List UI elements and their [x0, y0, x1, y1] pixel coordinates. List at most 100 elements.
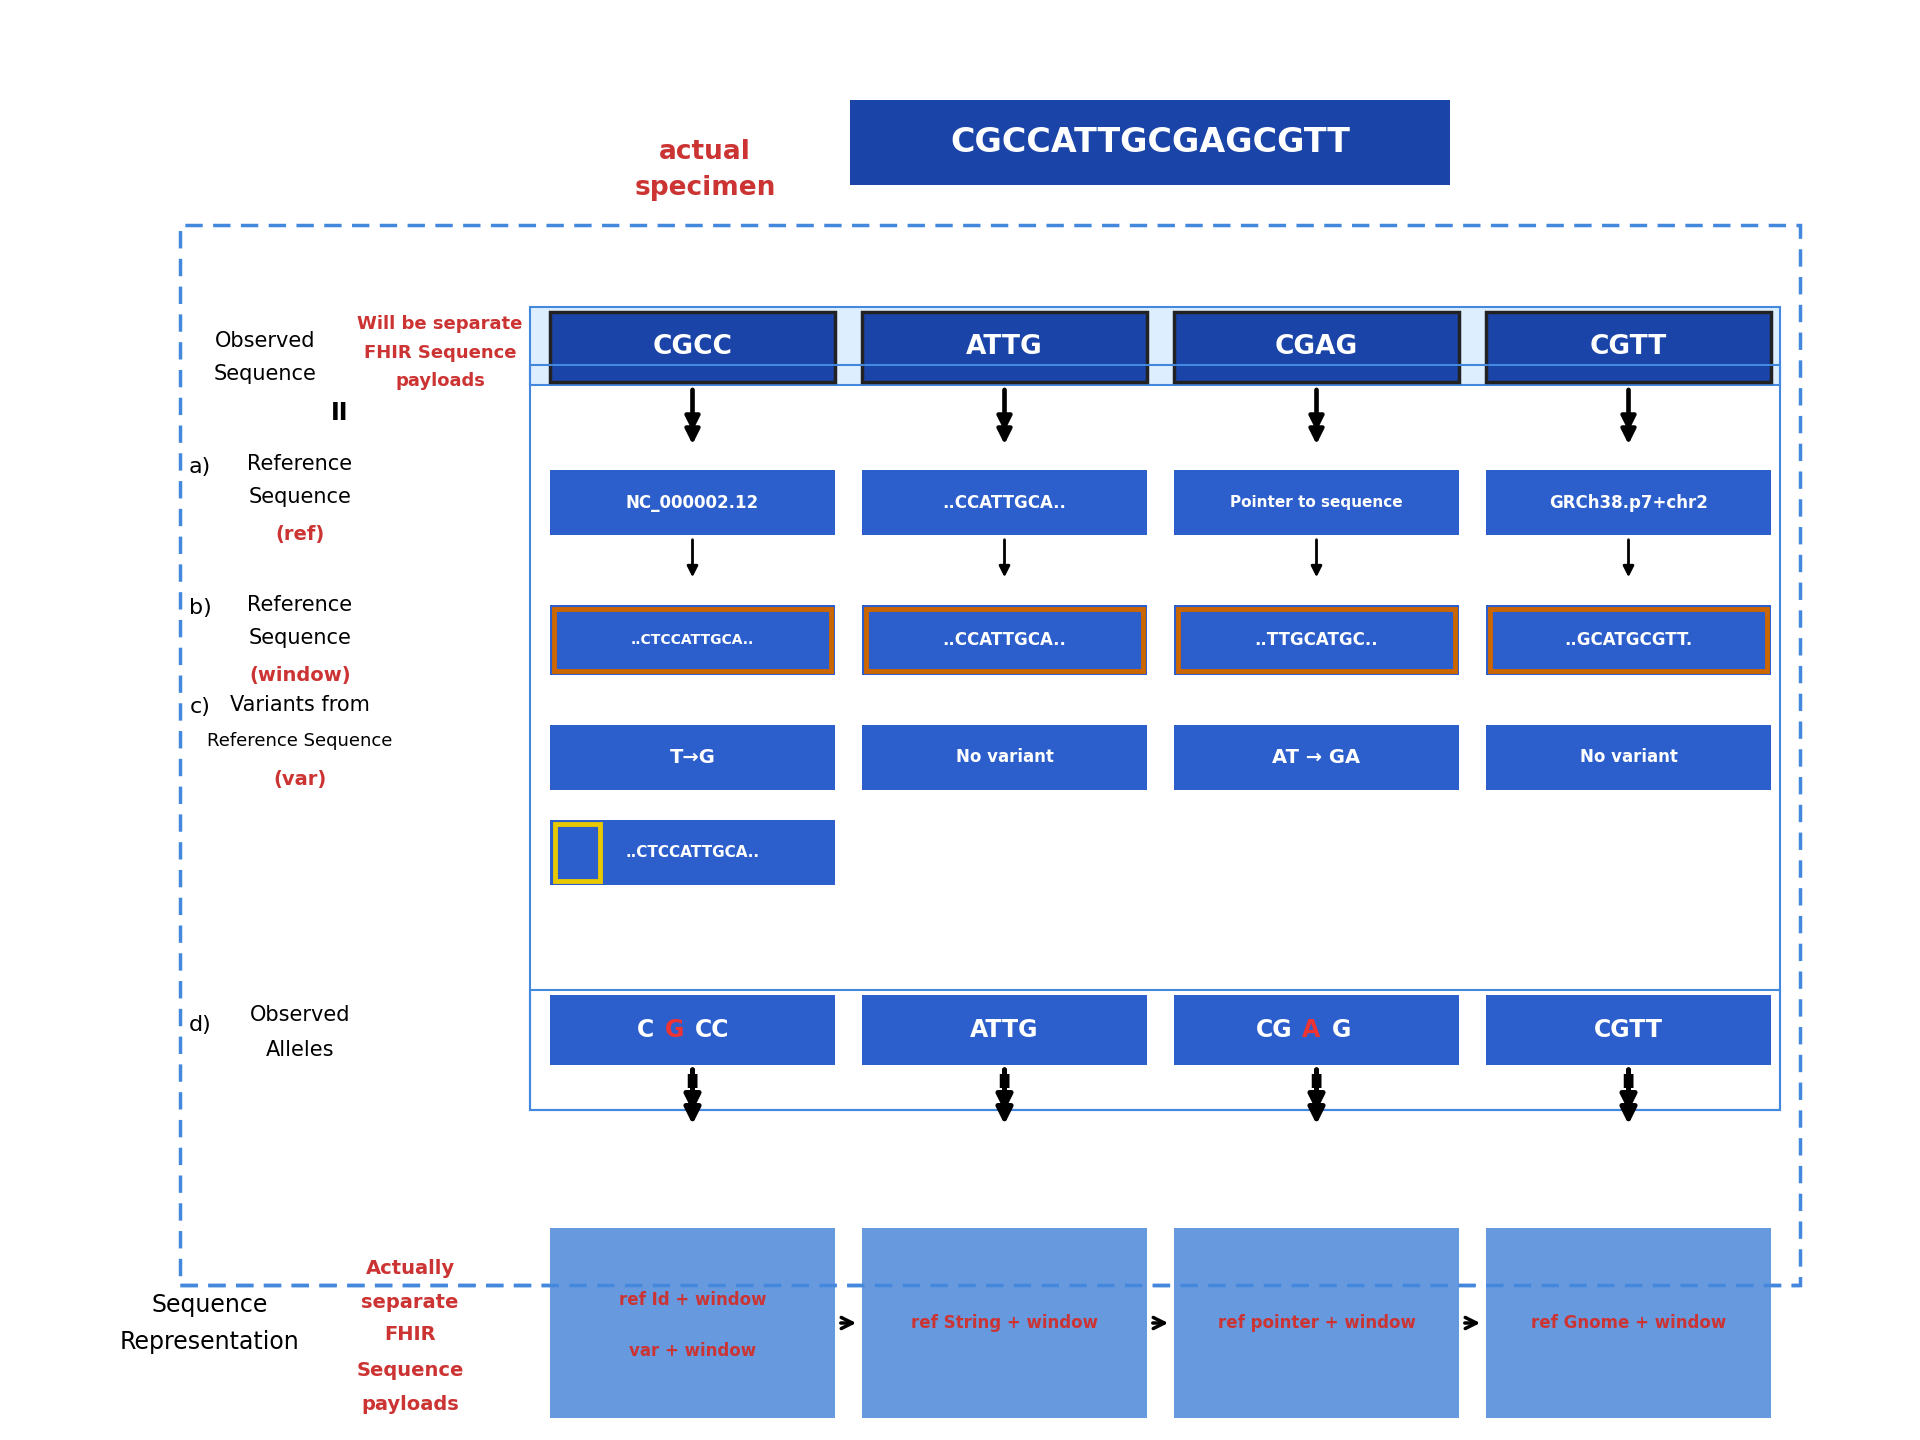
Bar [530, 307, 1780, 384]
Text: a): a) [188, 458, 211, 478]
Text: ..CCATTGCA..: ..CCATTGCA.. [943, 494, 1066, 511]
Text: Observed: Observed [215, 331, 315, 351]
FancyBboxPatch shape [1173, 605, 1459, 675]
Text: payloads: payloads [396, 372, 486, 390]
FancyBboxPatch shape [549, 995, 835, 1066]
Text: II: II [332, 400, 349, 425]
Text: Pointer to sequence: Pointer to sequence [1231, 495, 1404, 510]
FancyBboxPatch shape [1486, 605, 1770, 675]
Text: (window): (window) [250, 665, 351, 684]
Bar [530, 991, 1780, 1110]
Text: CC: CC [695, 1018, 730, 1043]
FancyBboxPatch shape [1486, 1228, 1770, 1418]
Text: II: II [1309, 1073, 1323, 1092]
FancyBboxPatch shape [549, 819, 835, 886]
Text: specimen: specimen [634, 176, 776, 202]
Text: C: C [637, 1018, 655, 1043]
Text: actual: actual [659, 140, 751, 166]
Text: ..CCATTGCA..: ..CCATTGCA.. [943, 631, 1066, 649]
FancyBboxPatch shape [549, 469, 835, 536]
FancyBboxPatch shape [1486, 469, 1770, 536]
Text: G: G [1332, 1018, 1352, 1043]
FancyBboxPatch shape [549, 605, 835, 675]
Text: II: II [685, 1073, 699, 1092]
FancyBboxPatch shape [862, 312, 1146, 382]
Text: CGAG: CGAG [1275, 334, 1357, 360]
Bar [1490, 609, 1766, 671]
Text: Will be separate: Will be separate [357, 315, 522, 333]
Text: ..TTGCATGC..: ..TTGCATGC.. [1254, 631, 1379, 649]
FancyBboxPatch shape [549, 724, 835, 791]
FancyBboxPatch shape [549, 1228, 835, 1418]
Text: d): d) [188, 1015, 211, 1035]
Text: Reference: Reference [248, 455, 353, 475]
Text: NC_000002.12: NC_000002.12 [626, 494, 758, 511]
Text: Sequence: Sequence [213, 364, 317, 384]
Text: Sequence: Sequence [248, 628, 351, 648]
Text: ref Gnome + window: ref Gnome + window [1530, 1313, 1726, 1332]
Text: Observed: Observed [250, 1005, 349, 1025]
Text: II: II [996, 1073, 1012, 1092]
FancyBboxPatch shape [1173, 312, 1459, 382]
Text: Sequence: Sequence [152, 1293, 269, 1318]
Text: A: A [1302, 1018, 1321, 1043]
Text: No variant: No variant [956, 749, 1054, 766]
FancyBboxPatch shape [1173, 995, 1459, 1066]
Text: Variants from: Variants from [230, 696, 371, 716]
Text: AT → GA: AT → GA [1273, 747, 1361, 768]
FancyBboxPatch shape [862, 605, 1146, 675]
Text: ATTG: ATTG [970, 1018, 1039, 1043]
FancyBboxPatch shape [1486, 312, 1770, 382]
Text: Actually: Actually [365, 1259, 455, 1277]
Bar [180, 225, 1801, 1284]
Text: CGTT: CGTT [1590, 334, 1667, 360]
FancyBboxPatch shape [862, 469, 1146, 536]
FancyBboxPatch shape [862, 724, 1146, 791]
FancyBboxPatch shape [549, 312, 835, 382]
Bar [555, 824, 599, 881]
FancyBboxPatch shape [1173, 1228, 1459, 1418]
Text: Representation: Representation [121, 1331, 300, 1354]
Text: Alleles: Alleles [265, 1040, 334, 1060]
Text: ATTG: ATTG [966, 334, 1043, 360]
Text: G: G [664, 1018, 684, 1043]
Text: c): c) [190, 697, 211, 717]
Text: CG: CG [1256, 1018, 1292, 1043]
Text: CGTT: CGTT [1594, 1018, 1663, 1043]
FancyBboxPatch shape [1173, 724, 1459, 791]
FancyBboxPatch shape [1173, 469, 1459, 536]
FancyBboxPatch shape [862, 995, 1146, 1066]
FancyBboxPatch shape [1486, 724, 1770, 791]
Text: separate: separate [361, 1293, 459, 1312]
Text: Reference Sequence: Reference Sequence [207, 732, 394, 749]
Text: ..CTCCATTGCA..: ..CTCCATTGCA.. [632, 634, 755, 647]
FancyBboxPatch shape [1486, 995, 1770, 1066]
Text: payloads: payloads [361, 1394, 459, 1414]
Text: CGCC: CGCC [653, 334, 732, 360]
Text: GRCh38.p7+chr2: GRCh38.p7+chr2 [1549, 494, 1709, 511]
Text: (var): (var) [273, 770, 326, 789]
Text: Sequence: Sequence [248, 488, 351, 507]
Text: ..GCATGCGTT.: ..GCATGCGTT. [1565, 631, 1693, 649]
FancyBboxPatch shape [851, 99, 1450, 184]
Text: FHIR Sequence: FHIR Sequence [363, 344, 516, 361]
Text: II: II [1620, 1073, 1636, 1092]
Text: b): b) [188, 598, 211, 618]
Text: Reference: Reference [248, 595, 353, 615]
Bar [530, 364, 1780, 1110]
Text: (ref): (ref) [275, 526, 324, 544]
Bar [555, 609, 831, 671]
Text: No variant: No variant [1580, 749, 1678, 766]
Text: CGCCATTGCGAGCGTT: CGCCATTGCGAGCGTT [950, 125, 1350, 158]
Text: var + window: var + window [630, 1342, 756, 1361]
Bar [1179, 609, 1455, 671]
Text: Sequence: Sequence [357, 1361, 465, 1380]
Text: ..CTCCATTGCA..: ..CTCCATTGCA.. [626, 845, 760, 860]
Bar [866, 609, 1142, 671]
FancyBboxPatch shape [862, 1228, 1146, 1418]
Text: ref String + window: ref String + window [910, 1313, 1098, 1332]
Text: ref pointer + window: ref pointer + window [1217, 1313, 1415, 1332]
Text: FHIR: FHIR [384, 1325, 436, 1345]
Text: T→G: T→G [670, 747, 716, 768]
Text: ref Id + window: ref Id + window [618, 1292, 766, 1309]
